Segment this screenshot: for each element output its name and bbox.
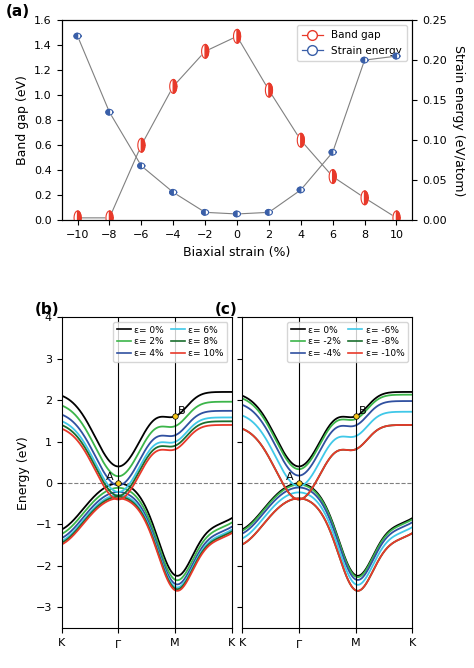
Polygon shape: [265, 210, 273, 215]
Polygon shape: [173, 79, 177, 94]
Polygon shape: [170, 79, 177, 94]
Polygon shape: [106, 211, 113, 224]
Text: (b): (b): [35, 303, 59, 317]
Text: A: A: [106, 472, 113, 482]
Text: A: A: [286, 472, 294, 482]
Polygon shape: [78, 211, 81, 224]
Polygon shape: [109, 211, 113, 224]
Text: (a): (a): [6, 4, 29, 19]
Polygon shape: [74, 33, 81, 39]
Y-axis label: Strain energy (eV/atom): Strain energy (eV/atom): [452, 45, 465, 196]
Polygon shape: [141, 138, 145, 152]
Polygon shape: [234, 211, 237, 216]
Polygon shape: [393, 53, 400, 59]
Polygon shape: [361, 191, 368, 204]
Polygon shape: [361, 57, 365, 63]
Polygon shape: [393, 211, 400, 224]
Polygon shape: [361, 57, 368, 63]
Polygon shape: [396, 211, 400, 224]
Polygon shape: [138, 138, 145, 152]
Polygon shape: [297, 187, 304, 193]
Legend: Band gap, Strain energy: Band gap, Strain energy: [297, 25, 407, 61]
Polygon shape: [237, 29, 240, 43]
Polygon shape: [201, 210, 205, 215]
Legend: ε= 0%, ε= -2%, ε= -4%, ε= -6%, ε= -8%, ε= -10%: ε= 0%, ε= -2%, ε= -4%, ε= -6%, ε= -8%, ε…: [288, 322, 408, 361]
X-axis label: Biaxial strain (%): Biaxial strain (%): [183, 246, 291, 259]
Text: B: B: [358, 406, 366, 416]
Polygon shape: [297, 187, 301, 193]
Polygon shape: [329, 150, 333, 155]
Polygon shape: [265, 84, 273, 97]
Y-axis label: Energy (eV): Energy (eV): [17, 436, 30, 510]
Polygon shape: [74, 211, 81, 224]
Polygon shape: [329, 170, 336, 184]
Polygon shape: [393, 53, 396, 59]
Polygon shape: [333, 170, 336, 184]
Polygon shape: [106, 110, 113, 115]
Text: (c): (c): [215, 303, 237, 317]
Polygon shape: [106, 110, 109, 115]
Polygon shape: [365, 191, 368, 204]
Polygon shape: [201, 45, 209, 58]
Legend: ε= 0%, ε= 2%, ε= 4%, ε= 6%, ε= 8%, ε= 10%: ε= 0%, ε= 2%, ε= 4%, ε= 6%, ε= 8%, ε= 10…: [113, 322, 228, 361]
Polygon shape: [234, 29, 240, 43]
Polygon shape: [74, 33, 78, 39]
Polygon shape: [301, 134, 304, 147]
Polygon shape: [297, 134, 304, 147]
Polygon shape: [170, 190, 173, 195]
Polygon shape: [201, 210, 209, 215]
Polygon shape: [329, 150, 336, 155]
Polygon shape: [234, 211, 240, 216]
Text: B: B: [178, 406, 186, 416]
Polygon shape: [138, 163, 141, 169]
Polygon shape: [265, 210, 269, 215]
Y-axis label: Band gap (eV): Band gap (eV): [16, 75, 28, 165]
Polygon shape: [170, 190, 177, 195]
Polygon shape: [269, 84, 273, 97]
Polygon shape: [205, 45, 209, 58]
Polygon shape: [138, 163, 145, 169]
